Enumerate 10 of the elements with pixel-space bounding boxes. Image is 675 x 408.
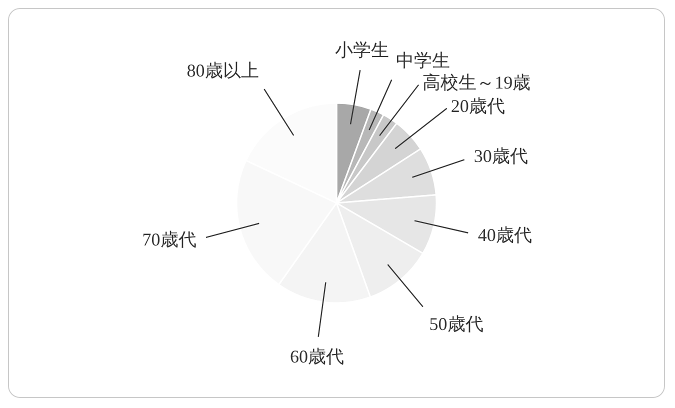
slice-label: 小学生 <box>334 40 389 60</box>
slice-label: 40歳代 <box>478 224 532 245</box>
slice-label: 20歳代 <box>450 96 505 116</box>
slice-label: 高校生～19歳 <box>422 72 531 93</box>
slice-label: 30歳代 <box>474 146 528 166</box>
slice-label: 70歳代 <box>142 230 196 250</box>
slice-label: 80歳以上 <box>186 60 259 80</box>
slice-label: 60歳代 <box>290 346 344 366</box>
slice-label: 中学生 <box>396 50 450 70</box>
slice-label: 50歳代 <box>429 314 484 334</box>
